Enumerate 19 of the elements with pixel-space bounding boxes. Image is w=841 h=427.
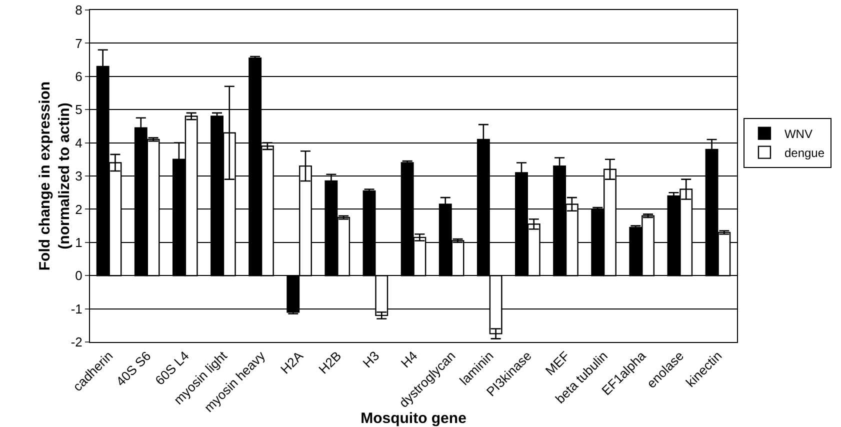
x-tick-label: 40S S6 [113,348,154,389]
y-tick-label: 0 [75,268,82,284]
x-tick-label: H3 [360,348,382,371]
y-tick-label: 1 [75,234,82,250]
legend-label: dengue [784,146,825,160]
x-axis-title: Mosquito gene [360,410,466,427]
legend-label: WNV [784,126,812,141]
y-tick-label: 3 [75,168,82,184]
y-tick-label: 5 [75,102,82,118]
y-tick-label: 7 [75,36,82,51]
y-tick-label: 2 [75,202,82,217]
y-tick-label: 8 [75,2,82,18]
y-axis-title: Fold change in expression (normalized to actin) [36,81,74,271]
y-tick-label: 4 [75,135,82,150]
x-tick-label: H2A [278,348,306,377]
x-tick-label: H2B [316,348,344,377]
y-tick-label: 6 [75,68,82,84]
y-tick-label: -2 [70,334,82,350]
y-tick-label: -1 [70,301,82,316]
